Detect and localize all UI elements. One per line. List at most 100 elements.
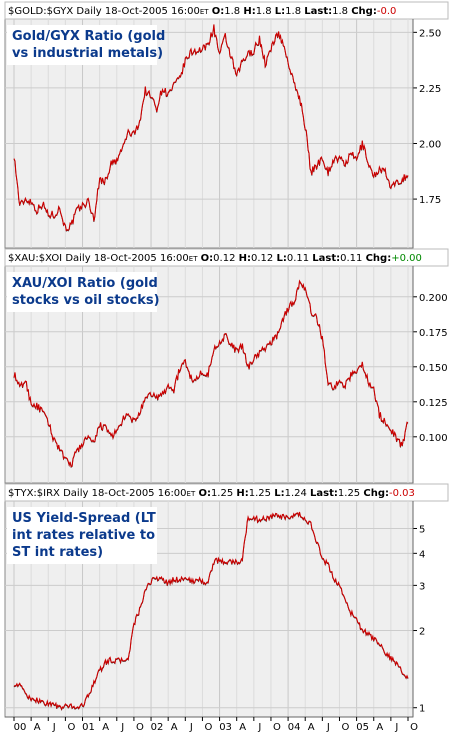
y-tick-label: 5: [419, 524, 425, 535]
header-field: H:: [243, 6, 255, 17]
header-field: $XAU:$XOI Daily: [8, 253, 91, 264]
header-field: L:: [276, 253, 286, 264]
header-field: Last:: [312, 253, 340, 264]
panel-header: [4, 248, 449, 267]
header-field: O:: [198, 488, 211, 499]
x-tick-label: J: [120, 722, 124, 733]
x-tick-label: A: [308, 722, 315, 733]
header-field: $GOLD:$GYX Daily: [8, 6, 102, 17]
header-field: +0.00: [391, 253, 422, 264]
chart-panel-2: $XAU:$XOI Daily 18-Oct-2005 16:00ET O:0.…: [4, 248, 449, 484]
x-tick-label: 00: [14, 722, 27, 733]
header-field: Chg:: [351, 6, 377, 17]
y-tick-label: 0.150: [419, 363, 448, 374]
header-field: 18-Oct-2005 16:00: [105, 6, 200, 17]
x-tick-label: O: [342, 722, 350, 733]
panel-header-text: $XAU:$XOI Daily 18-Oct-2005 16:00ET O:0.…: [8, 253, 422, 264]
header-field: ET: [187, 490, 196, 498]
x-tick-label: A: [376, 722, 383, 733]
x-tick-label: O: [410, 722, 418, 733]
header-field: 1.25: [249, 488, 271, 499]
series-line: [13, 279, 409, 468]
y-tick-label: 2.50: [419, 28, 441, 39]
header-field: L:: [274, 488, 284, 499]
x-tick-label: 05: [356, 722, 369, 733]
x-tick-label: A: [171, 722, 178, 733]
annotation-line: Gold/GYX Ratio (gold: [12, 29, 165, 44]
y-tick-label: 2.00: [419, 140, 441, 151]
header-field: 18-Oct-2005 16:00: [94, 253, 189, 264]
header-field: 0.12: [213, 253, 235, 264]
panel-header-text: $GOLD:$GYX Daily 18-Oct-2005 16:00ET O:1…: [8, 6, 396, 17]
x-tick-label: J: [394, 722, 398, 733]
header-field: 1.25: [338, 488, 360, 499]
x-tick-label: J: [189, 722, 193, 733]
x-tick-label: J: [52, 722, 56, 733]
annotation-box: [7, 272, 157, 312]
header-field: Chg:: [363, 488, 389, 499]
header-field: 0.11: [340, 253, 362, 264]
header-field: ET: [189, 255, 198, 263]
x-tick-label: A: [239, 722, 246, 733]
header-field: Last:: [310, 488, 338, 499]
header-field: 1.8: [285, 6, 301, 17]
x-tick-label: O: [136, 722, 144, 733]
annotation-line: ST int rates): [12, 545, 103, 560]
header-field: O:: [212, 6, 225, 17]
y-tick-label: 0.125: [419, 398, 448, 409]
x-axis: 00 A J O 01 A J O 02 A J O 03 A J O 04 A J O 05 A J O: [5, 716, 418, 733]
annotation-line: US Yield-Spread (LT: [12, 511, 156, 526]
y-tick-label: 4: [419, 549, 425, 560]
annotation-line: stocks vs oil stocks): [12, 293, 160, 308]
header-field: H:: [239, 253, 251, 264]
x-tick-label: A: [34, 722, 41, 733]
header-field: H:: [236, 488, 248, 499]
x-tick-label: 04: [288, 722, 301, 733]
x-tick-label: O: [67, 722, 75, 733]
y-tick-label: 0.200: [419, 293, 448, 304]
header-field: $TYX:$IRX Daily: [8, 488, 88, 499]
header-field: Chg:: [366, 253, 392, 264]
x-tick-label: O: [204, 722, 212, 733]
annotation-line: int rates relative to: [12, 528, 155, 543]
y-tick-label: 2: [419, 627, 425, 638]
y-tick-label: 2.25: [419, 84, 441, 95]
header-field: 1.8: [224, 6, 240, 17]
x-tick-label: A: [102, 722, 109, 733]
annotation-line: XAU/XOI Ratio (gold: [12, 276, 158, 291]
y-tick-label: 0.175: [419, 328, 448, 339]
panel-header-text: $TYX:$IRX Daily 18-Oct-2005 16:00ET O:1.…: [8, 488, 415, 499]
header-field: L:: [275, 6, 285, 17]
header-field: -0.0: [377, 6, 397, 17]
panel-header: [4, 1, 449, 20]
header-field: 0.11: [287, 253, 309, 264]
chart-panel-1: $GOLD:$GYX Daily 18-Oct-2005 16:00ET O:1…: [4, 1, 449, 249]
x-tick-label: O: [273, 722, 281, 733]
y-tick-label: 1: [419, 704, 425, 715]
header-field: Last:: [304, 6, 332, 17]
header-field: O:: [201, 253, 214, 264]
chart-panel-3: $TYX:$IRX Daily 18-Oct-2005 16:00ET O:1.…: [4, 483, 449, 718]
x-tick-label: 02: [151, 722, 164, 733]
annotation-line: vs industrial metals): [12, 46, 163, 61]
series-line: [13, 511, 409, 711]
header-field: 1.24: [285, 488, 307, 499]
header-field: 0.12: [251, 253, 273, 264]
y-tick-label: 1.75: [419, 195, 441, 206]
x-tick-label: 01: [82, 722, 95, 733]
panel-header: [4, 483, 449, 502]
x-tick-label: J: [326, 722, 330, 733]
header-field: 1.25: [211, 488, 233, 499]
x-tick-label: 03: [219, 722, 232, 733]
annotation-box: [7, 507, 157, 564]
header-field: 1.8: [256, 6, 272, 17]
header-field: -0.03: [389, 488, 415, 499]
header-field: ET: [200, 8, 209, 16]
y-tick-label: 3: [419, 581, 425, 592]
y-tick-label: 0.100: [419, 433, 448, 444]
annotation-box: [7, 25, 157, 65]
header-field: 1.8: [332, 6, 348, 17]
series-line: [13, 24, 409, 232]
